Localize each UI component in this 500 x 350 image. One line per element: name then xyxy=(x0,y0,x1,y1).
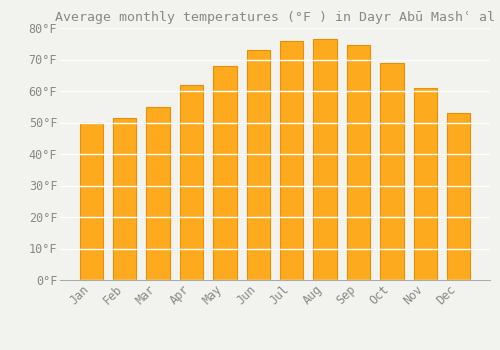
Bar xyxy=(447,113,470,280)
Bar xyxy=(314,39,337,280)
Bar xyxy=(280,41,303,280)
Bar xyxy=(380,63,404,280)
Bar xyxy=(213,66,236,280)
Bar xyxy=(180,85,203,280)
Bar xyxy=(246,50,270,280)
Title: Average monthly temperatures (°F ) in Dayr Abū Mashʿ al: Average monthly temperatures (°F ) in Da… xyxy=(55,11,495,24)
Bar xyxy=(347,45,370,280)
Bar xyxy=(113,118,136,280)
Bar xyxy=(80,122,103,280)
Bar xyxy=(146,107,170,280)
Bar xyxy=(414,88,437,280)
